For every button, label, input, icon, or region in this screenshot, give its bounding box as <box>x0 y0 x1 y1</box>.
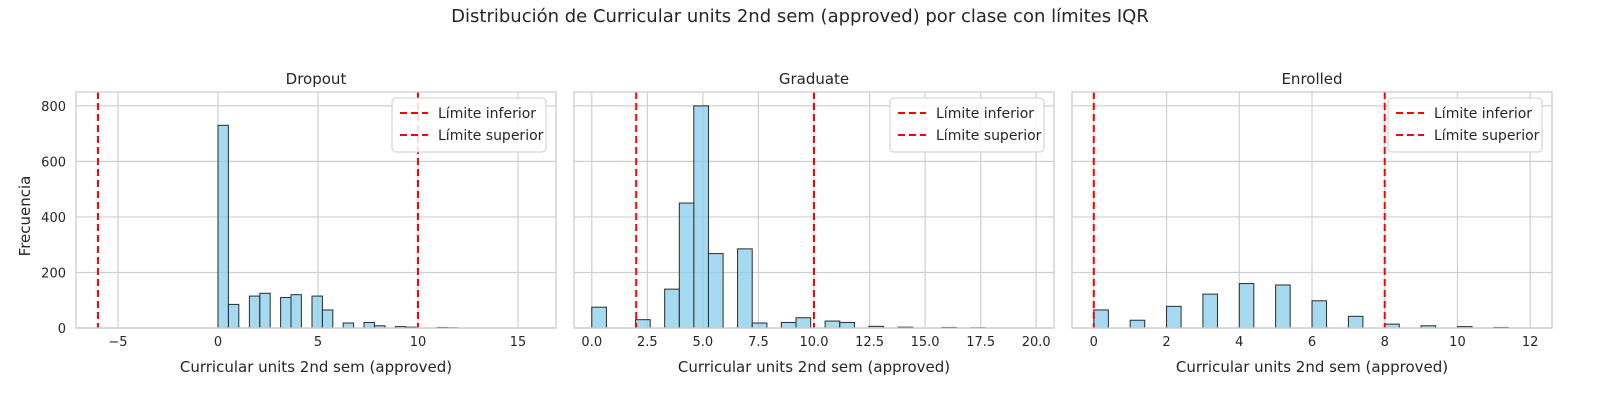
panel-title: Graduate <box>779 70 849 88</box>
x-tick-label: 10 <box>1449 335 1466 350</box>
legend-label: Límite superior <box>438 128 544 144</box>
legend-box <box>889 97 1045 153</box>
histogram-bar <box>707 253 724 329</box>
panel-dropout: Dropout −5 0 5 10 15 Curricular units 2nd sem … <box>41 70 557 376</box>
plot-frame <box>573 91 1055 329</box>
histogram-bar <box>839 321 855 329</box>
histogram-bar <box>217 124 229 329</box>
y-tick-label: 800 <box>41 100 66 115</box>
legend: Límite inferior Límite superior <box>889 97 1045 153</box>
histogram-bar <box>635 319 651 329</box>
figure-title: Distribución de Curricular units 2nd sem… <box>451 6 1149 27</box>
y-axis-label: Frecuencia <box>16 176 34 257</box>
x-tick-label: 6 <box>1308 335 1316 350</box>
histogram-bar <box>1093 309 1109 329</box>
legend: Límite inferior Límite superior <box>1387 97 1543 153</box>
x-tick-label: 7.5 <box>748 335 769 350</box>
x-tick-label: 10.0 <box>800 335 829 350</box>
x-tick-label: 12.5 <box>855 335 884 350</box>
x-tick-label: 4 <box>1235 335 1243 350</box>
y-tick-label: 200 <box>41 266 66 281</box>
legend-label: Límite inferior <box>1434 106 1532 122</box>
histogram-bar <box>591 306 607 329</box>
y-tick-label: 0 <box>58 322 66 337</box>
x-axis-label: Curricular units 2nd sem (approved) <box>180 358 452 376</box>
x-tick-label: 2.5 <box>637 335 658 350</box>
x-axis-label: Curricular units 2nd sem (approved) <box>1176 358 1448 376</box>
legend-label: Límite inferior <box>438 106 536 122</box>
plot-frame <box>1071 91 1553 329</box>
x-tick-label: −5 <box>108 335 127 350</box>
histogram-bar <box>693 105 709 329</box>
x-tick-label: 15 <box>510 335 527 350</box>
histogram-bar <box>664 288 680 329</box>
plot-frame <box>75 91 557 329</box>
histogram-bar <box>1275 284 1291 329</box>
x-tick-label: 0 <box>1090 335 1098 350</box>
x-tick-label: 5.0 <box>693 335 714 350</box>
histogram-bar <box>795 317 812 329</box>
panel-graduate: Graduate 0.0 2.5 5.0 7.5 10.0 12.5 15.0 17.5 20.0… <box>573 70 1055 376</box>
legend-label: Límite superior <box>936 128 1042 144</box>
x-tick-label: 0 <box>214 335 222 350</box>
panel-enrolled: Enrolled 0 2 4 6 8 10 12 Curricular units 2nd se… <box>1071 70 1553 376</box>
histogram-bar <box>1166 305 1182 329</box>
histogram-bar <box>290 294 302 329</box>
x-tick-label: 8 <box>1381 335 1389 350</box>
histogram-bar <box>1311 300 1328 329</box>
x-tick-label: 15.0 <box>911 335 940 350</box>
legend-box <box>1387 97 1543 153</box>
histogram-bar <box>780 321 797 329</box>
histogram-bar <box>751 322 768 329</box>
legend: Límite inferior Límite superior <box>391 97 547 153</box>
histogram-bar <box>1129 319 1146 329</box>
histogram-bar <box>1238 283 1255 329</box>
x-tick-label: 10 <box>410 335 427 350</box>
histogram-bar <box>280 296 292 329</box>
x-axis-label: Curricular units 2nd sem (approved) <box>678 358 950 376</box>
histogram-bar <box>737 248 753 329</box>
histogram-bar <box>311 295 323 329</box>
legend-label: Límite superior <box>1434 128 1540 144</box>
histogram-bar <box>321 309 334 329</box>
x-tick-label: 5 <box>314 335 322 350</box>
histogram-bar <box>824 320 841 329</box>
histogram-bar <box>363 321 375 329</box>
panel-title: Dropout <box>286 70 347 88</box>
x-tick-label: 20.0 <box>1022 335 1051 350</box>
y-tick-label: 600 <box>41 155 66 170</box>
y-tick-label: 400 <box>41 211 66 226</box>
histogram-bar <box>259 292 271 329</box>
legend-label: Límite inferior <box>936 106 1034 122</box>
x-tick-label: 12 <box>1522 335 1539 350</box>
panels: Dropout −5 0 5 10 15 Curricular units 2nd sem … <box>41 70 1553 376</box>
histogram-bar <box>678 202 695 329</box>
histogram-bar <box>1202 293 1218 329</box>
histogram-bar <box>1347 315 1364 329</box>
histogram-bar <box>248 295 261 329</box>
panel-title: Enrolled <box>1281 70 1342 88</box>
histogram-bar <box>227 303 240 329</box>
histogram-bar <box>342 322 355 329</box>
legend-box <box>391 97 547 153</box>
x-tick-label: 17.5 <box>966 335 995 350</box>
x-tick-label: 0.0 <box>581 335 602 350</box>
x-tick-label: 2 <box>1162 335 1170 350</box>
